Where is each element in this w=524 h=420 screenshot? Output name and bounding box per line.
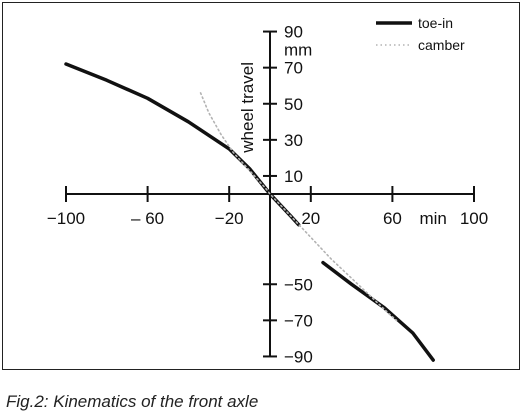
x-tick-label: −20 <box>215 209 244 228</box>
figure-caption: Fig.2: Kinematics of the front axle <box>6 392 259 411</box>
x-tick-label: 60 <box>383 209 402 228</box>
kinematics-chart: −100 – 60 −20 20 60 100 90 70 50 30 10 −50 −70 −90 min… <box>47 15 488 366</box>
series-line-toe-in <box>64 62 301 227</box>
series-line-toe-in <box>321 260 435 362</box>
y-tick-label: 90 <box>284 23 303 42</box>
y-tick-label: 30 <box>284 131 303 150</box>
y-axis-label: wheel travel <box>238 62 257 154</box>
chart-frame <box>2 2 520 370</box>
y-axis-unit: mm <box>284 41 312 60</box>
legend-label-camber: camber <box>418 37 465 53</box>
x-tick-label: −100 <box>47 209 85 228</box>
y-tick-label: 10 <box>284 167 303 186</box>
x-tick-label: – 60 <box>131 209 164 228</box>
x-tick-label: 20 <box>301 209 320 228</box>
x-tick-label: 100 <box>460 209 488 228</box>
y-tick-label: −70 <box>284 311 313 330</box>
y-tick-label: 50 <box>284 95 303 114</box>
legend-label-toe-in: toe-in <box>418 15 453 31</box>
y-tick-label: −90 <box>284 347 313 366</box>
series-line-camber <box>199 92 398 322</box>
y-tick-label: −50 <box>284 275 313 294</box>
y-tick-label: 70 <box>284 59 303 78</box>
x-axis-label: min <box>419 209 446 228</box>
